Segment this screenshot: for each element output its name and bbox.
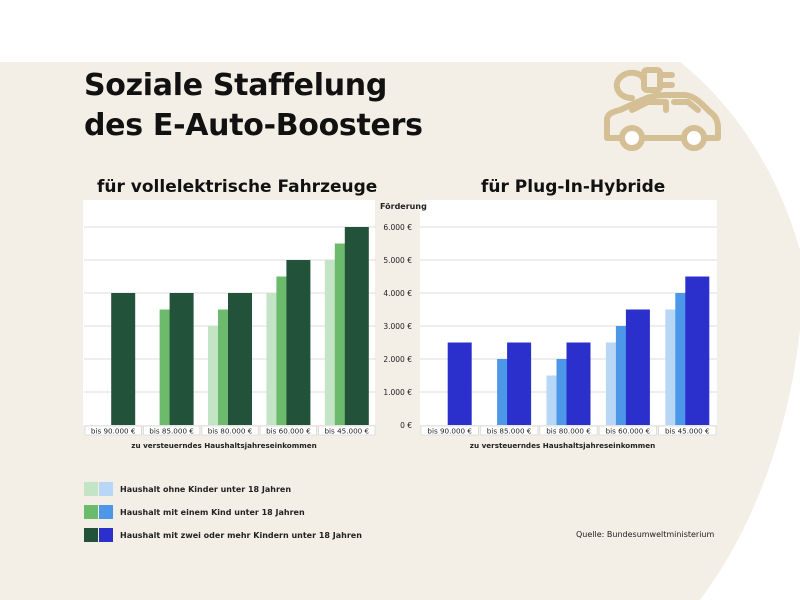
left-category-label: bis 60.000 €	[266, 427, 311, 436]
page-title-line-1: Soziale Staffelung	[84, 68, 387, 103]
right-chart-title: für Plug-In-Hybride	[481, 177, 666, 197]
right-category-box	[658, 425, 717, 436]
legend-swatch-green	[84, 528, 98, 542]
left-category-box	[318, 425, 376, 436]
right-bar	[566, 342, 591, 425]
source-note: Quelle: Bundesumweltministerium	[576, 530, 715, 539]
legend: Haushalt ohne Kinder unter 18 Jahren Hau…	[84, 482, 362, 551]
left-bar	[286, 260, 311, 425]
legend-swatch-green	[84, 482, 98, 496]
legend-swatch-blue	[99, 528, 113, 542]
left-category-label: bis 85.000 €	[149, 427, 194, 436]
right-category-label: bis 85.000 €	[487, 427, 532, 436]
right-bar	[447, 342, 472, 425]
right-category-box	[420, 425, 479, 436]
legend-item: Haushalt mit einem Kind unter 18 Jahren	[84, 505, 362, 519]
legend-swatch-green	[84, 505, 98, 519]
background-arc-bottom	[700, 330, 800, 600]
page-title-line-2: des E-Auto-Boosters	[84, 108, 423, 143]
left-category-box	[259, 425, 318, 436]
right-category-box	[598, 425, 658, 436]
legend-item: Haushalt mit zwei oder mehr Kindern unte…	[84, 528, 362, 542]
left-bar	[111, 293, 136, 425]
y-tick-label: 5.000 €	[383, 256, 412, 265]
left-chart-title: für vollelektrische Fahrzeuge	[97, 177, 378, 197]
left-category-label: bis 90.000 €	[91, 427, 136, 436]
left-category-box	[84, 425, 142, 436]
y-axis-label: Förderung	[380, 202, 427, 211]
right-category-label: bis 60.000 €	[606, 427, 651, 436]
left-bar	[344, 227, 369, 425]
right-category-label: bis 45.000 €	[665, 427, 710, 436]
background-arc-top	[545, 0, 800, 250]
right-bar	[685, 276, 710, 425]
legend-label: Haushalt mit zwei oder mehr Kindern unte…	[120, 530, 362, 540]
left-bar	[169, 293, 194, 425]
y-tick-label: 3.000 €	[383, 322, 412, 331]
legend-label: Haushalt mit einem Kind unter 18 Jahren	[120, 507, 305, 517]
legend-swatch-blue	[99, 505, 113, 519]
right-category-box	[479, 425, 539, 436]
legend-swatch-blue	[99, 482, 113, 496]
right-bar	[625, 309, 650, 425]
y-tick-label: 6.000 €	[383, 223, 412, 232]
right-category-label: bis 90.000 €	[427, 427, 472, 436]
y-tick-label: 0 €	[400, 421, 412, 430]
left-category-box	[142, 425, 201, 436]
left-category-box	[201, 425, 259, 436]
right-x-axis-label: zu versteuerndes Haushaltsjahreseinkomme…	[470, 441, 655, 450]
right-bar	[507, 342, 532, 425]
legend-label: Haushalt ohne Kinder unter 18 Jahren	[120, 484, 292, 494]
electric-car-plug-icon	[604, 67, 721, 151]
page-title: Soziale Staffelung des E-Auto-Boosters	[84, 66, 423, 146]
right-category-box	[539, 425, 598, 436]
y-tick-label: 1.000 €	[383, 388, 412, 397]
legend-item: Haushalt ohne Kinder unter 18 Jahren	[84, 482, 362, 496]
left-category-label: bis 80.000 €	[208, 427, 253, 436]
left-x-axis-label: zu versteuerndes Haushaltsjahreseinkomme…	[131, 441, 316, 450]
left-bar	[228, 293, 252, 425]
right-category-label: bis 80.000 €	[546, 427, 591, 436]
y-tick-label: 4.000 €	[383, 289, 412, 298]
left-category-label: bis 45.000 €	[324, 427, 369, 436]
y-tick-label: 2.000 €	[383, 355, 412, 364]
